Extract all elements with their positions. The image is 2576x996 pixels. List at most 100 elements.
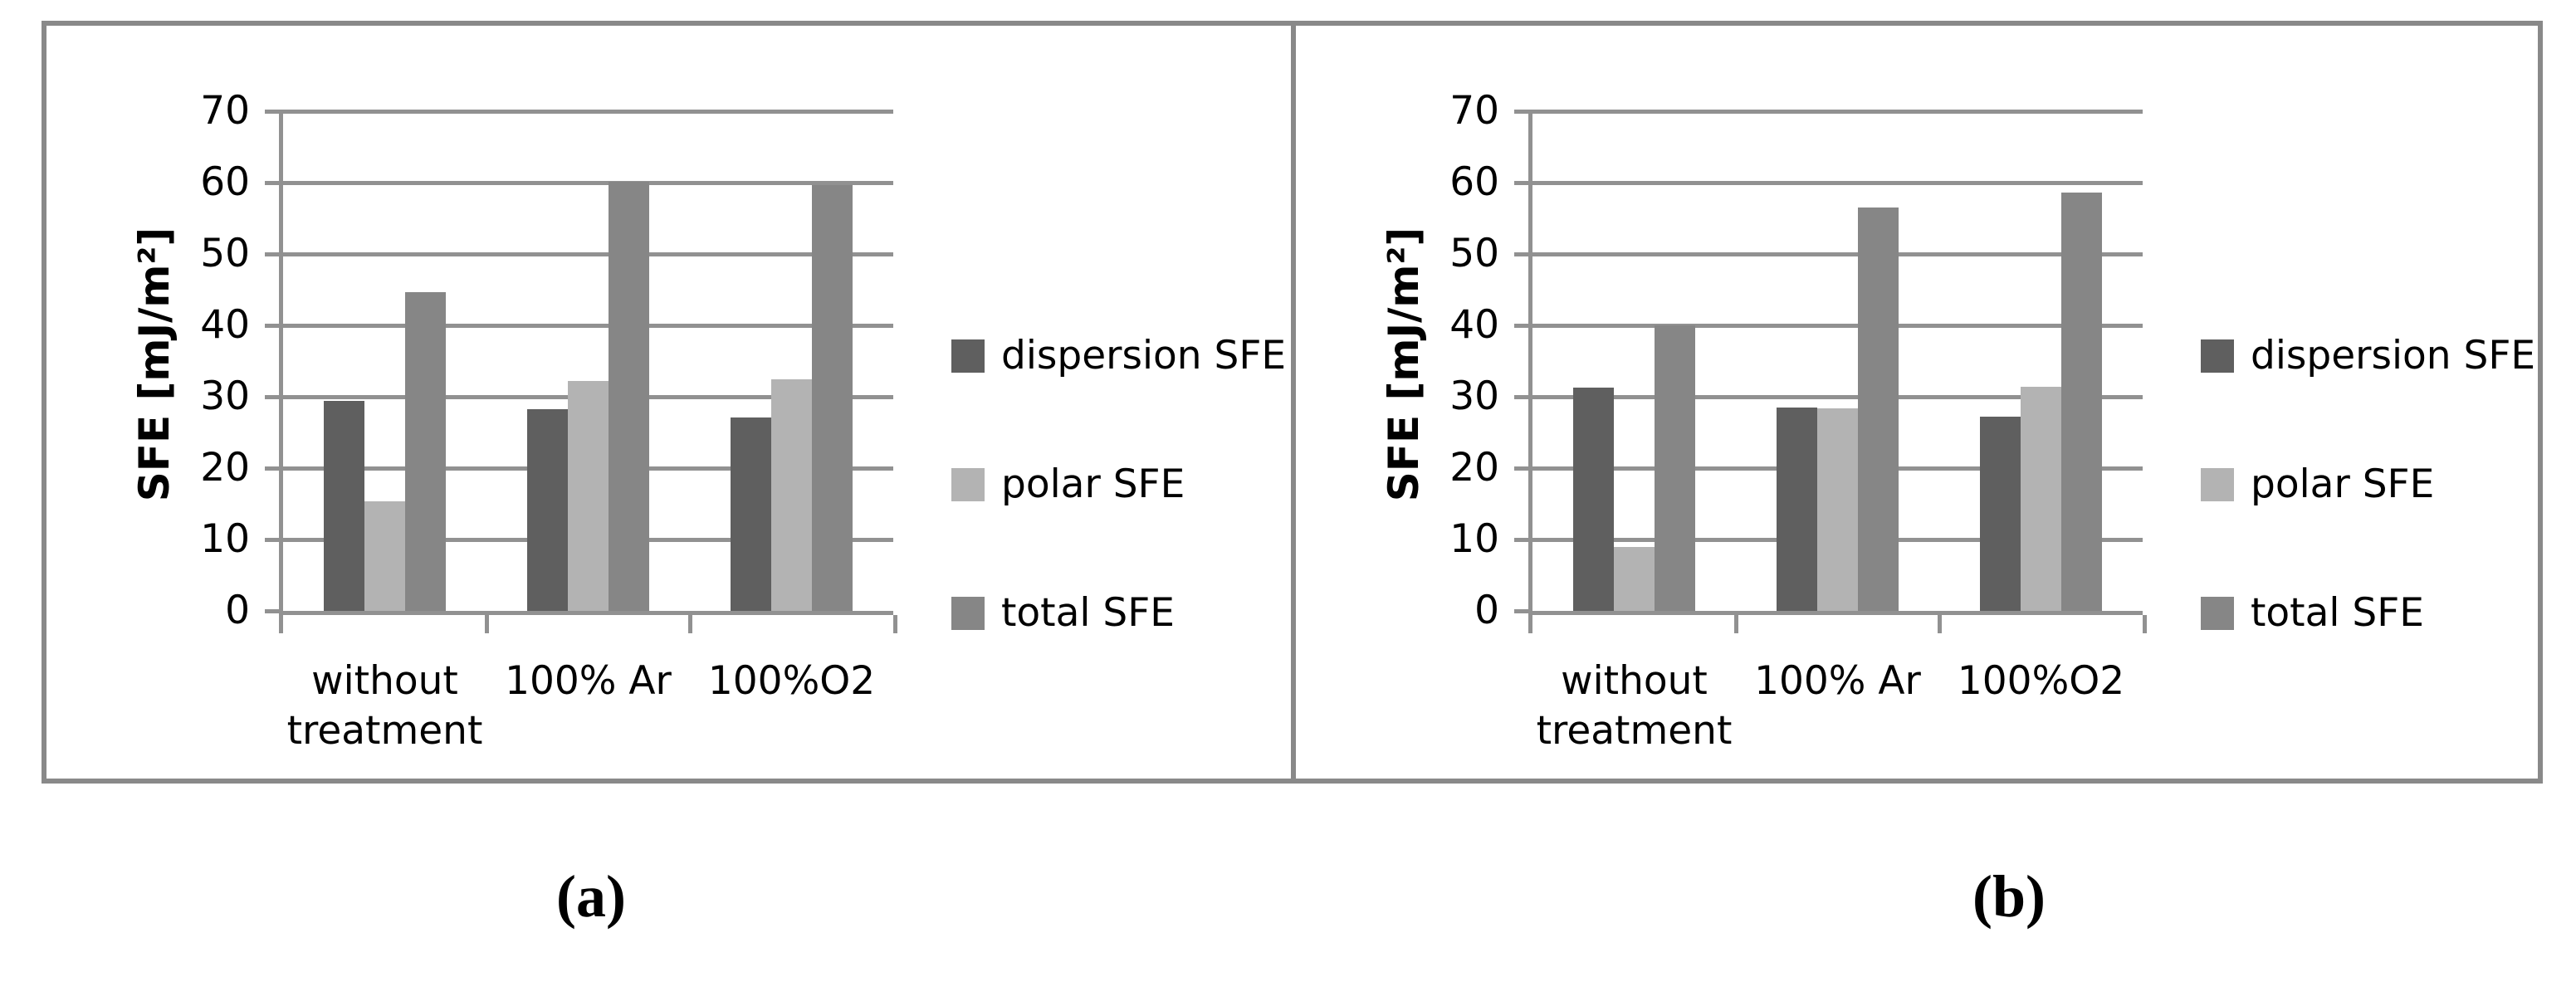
chart-panel-b: 0 10 20 30 40 50 60 70 without treatment 100% Ar 1… — [1296, 26, 2540, 779]
bar-total-c1 — [1858, 208, 1899, 611]
gridline-y30 — [1532, 395, 2143, 399]
y-tick-label: 30 — [200, 374, 250, 419]
plot-area — [279, 111, 893, 615]
bar-polar-c2 — [771, 379, 812, 611]
x-tick-mark — [1734, 615, 1738, 633]
gridline-y60 — [1532, 181, 2143, 185]
bar-dispersion-c1 — [527, 409, 568, 611]
figure-border-box: 0 10 20 30 40 50 60 70 without treatment 100% Ar 1… — [42, 21, 2543, 784]
legend-label: dispersion SFE — [1001, 333, 1287, 378]
y-tick-label: 50 — [200, 231, 250, 276]
y-tick-label: 0 — [1474, 588, 1499, 633]
gridline-y50 — [1532, 252, 2143, 256]
x-tick-mark — [2143, 615, 2147, 633]
legend-entry-polar: polar SFE — [951, 464, 1185, 505]
bar-polar-c1 — [568, 381, 609, 611]
bar-total-c1 — [609, 182, 649, 611]
legend: dispersion SFE polar SFE total SFE — [951, 335, 1286, 667]
bar-polar-c0 — [1614, 547, 1655, 611]
y-tick-mark — [265, 609, 283, 613]
panel-divider-line — [1291, 26, 1296, 779]
legend-swatch-icon — [2201, 339, 2234, 373]
y-axis-title: SFE [mJ/m²] — [1380, 227, 1428, 502]
y-tick-label: 30 — [1449, 374, 1499, 419]
x-category-label: 100% Ar — [505, 658, 672, 704]
y-tick-mark — [265, 252, 283, 256]
y-tick-mark — [1514, 538, 1532, 542]
legend-swatch-icon — [2201, 468, 2234, 501]
y-tick-label: 70 — [1449, 88, 1499, 134]
chart-panel-a: 0 10 20 30 40 50 60 70 without treatment 100% Ar 1… — [46, 26, 1291, 779]
y-tick-label: 0 — [225, 588, 250, 633]
x-tick-mark — [893, 615, 897, 633]
bar-polar-c2 — [2021, 386, 2061, 611]
x-category-label: 100%O2 — [707, 658, 876, 704]
legend-label: dispersion SFE — [2251, 333, 2536, 378]
bar-dispersion-c2 — [731, 417, 771, 611]
y-tick-label: 40 — [200, 302, 250, 348]
bar-dispersion-c0 — [1573, 387, 1614, 611]
y-tick-mark — [265, 538, 283, 542]
x-tick-mark — [1528, 615, 1532, 633]
legend-swatch-icon — [2201, 597, 2234, 630]
legend-label: total SFE — [1001, 590, 1175, 636]
legend-label: polar SFE — [1001, 461, 1185, 507]
y-axis-title: SFE [mJ/m²] — [130, 227, 178, 502]
y-tick-label: 40 — [1449, 302, 1499, 348]
y-tick-label: 60 — [200, 159, 250, 205]
y-tick-label: 20 — [1449, 445, 1499, 491]
bar-total-c0 — [405, 291, 446, 611]
gridline-y70 — [283, 110, 893, 114]
y-tick-mark — [265, 395, 283, 399]
legend-entry-total: total SFE — [2201, 593, 2424, 634]
legend-entry-total: total SFE — [951, 593, 1175, 634]
legend-swatch-icon — [951, 597, 985, 630]
y-tick-label: 20 — [200, 445, 250, 491]
y-tick-label: 70 — [200, 88, 250, 134]
bar-dispersion-c1 — [1777, 407, 1817, 611]
x-tick-mark — [279, 615, 283, 633]
y-tick-mark — [1514, 466, 1532, 471]
x-tick-mark — [485, 615, 489, 633]
bar-dispersion-c2 — [1980, 417, 2021, 611]
y-tick-mark — [1514, 609, 1532, 613]
x-category-label: 100%O2 — [1957, 658, 2125, 704]
legend-label: total SFE — [2251, 590, 2424, 636]
y-tick-mark — [1514, 110, 1532, 114]
legend-swatch-icon — [951, 339, 985, 373]
y-tick-mark — [1514, 324, 1532, 328]
y-tick-mark — [1514, 181, 1532, 185]
y-tick-mark — [1514, 395, 1532, 399]
x-category-label: without treatment — [286, 658, 483, 754]
y-tick-mark — [265, 181, 283, 185]
legend: dispersion SFE polar SFE total SFE — [2201, 335, 2535, 667]
x-category-label: without treatment — [1536, 658, 1733, 754]
x-tick-mark — [1938, 615, 1942, 633]
gridline-y40 — [1532, 324, 2143, 328]
y-tick-mark — [265, 110, 283, 114]
plot-area — [1528, 111, 2143, 615]
caption-a: (a) — [556, 863, 626, 930]
bar-total-c2 — [812, 185, 853, 611]
legend-entry-dispersion: dispersion SFE — [2201, 335, 2535, 377]
gridline-y60 — [283, 181, 893, 185]
y-tick-mark — [265, 466, 283, 471]
legend-label: polar SFE — [2251, 461, 2435, 507]
y-tick-label: 10 — [200, 516, 250, 562]
y-tick-label: 50 — [1449, 231, 1499, 276]
caption-b: (b) — [1972, 863, 2046, 930]
gridline-y50 — [283, 252, 893, 256]
legend-entry-polar: polar SFE — [2201, 464, 2434, 505]
y-tick-label: 60 — [1449, 159, 1499, 205]
x-tick-mark — [688, 615, 692, 633]
gridline-y70 — [1532, 110, 2143, 114]
bar-total-c0 — [1655, 325, 1695, 611]
y-tick-mark — [265, 324, 283, 328]
y-tick-mark — [1514, 252, 1532, 256]
bar-polar-c1 — [1817, 408, 1858, 611]
bar-dispersion-c0 — [324, 401, 364, 611]
y-tick-label: 10 — [1449, 516, 1499, 562]
x-category-label: 100% Ar — [1754, 658, 1921, 704]
legend-entry-dispersion: dispersion SFE — [951, 335, 1286, 377]
